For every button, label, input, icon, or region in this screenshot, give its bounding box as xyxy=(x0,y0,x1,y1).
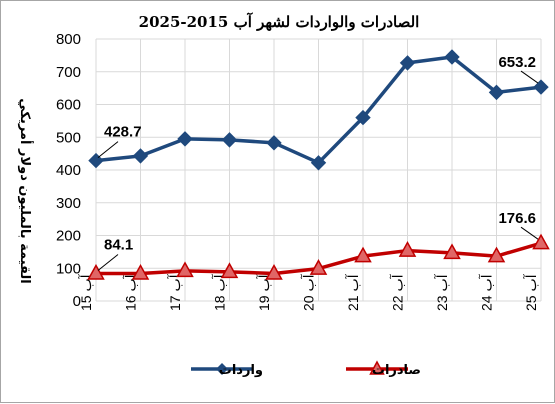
data-point xyxy=(87,263,105,280)
x-tick-label: آب 19 xyxy=(255,273,272,311)
data-point xyxy=(443,243,461,260)
x-tick-label: آب 24 xyxy=(478,273,495,311)
data-point xyxy=(487,246,506,263)
data-point xyxy=(309,259,328,275)
data-point xyxy=(399,55,416,71)
y-tick-label: 0 xyxy=(73,293,81,310)
data-point xyxy=(398,241,417,257)
data-labels: 428.7 653.2 84.1 176.6 xyxy=(97,54,539,271)
data-point xyxy=(131,263,150,280)
data-point xyxy=(444,49,460,65)
x-tick-label: آب 18 xyxy=(211,273,228,311)
data-point xyxy=(354,246,372,263)
leader-line xyxy=(97,254,119,271)
data-point xyxy=(355,109,371,126)
x-tick-label: آب 25 xyxy=(522,273,539,311)
data-label: 84.1 xyxy=(104,236,133,253)
legend-label: صادرات xyxy=(372,363,421,378)
data-point xyxy=(533,79,549,95)
legend-marker xyxy=(216,363,228,375)
y-tick-label: 300 xyxy=(56,195,81,212)
series-imports xyxy=(88,49,549,171)
y-tick-label: 200 xyxy=(56,228,81,245)
data-label: 176.6 xyxy=(498,210,536,227)
legend-item: صادرات xyxy=(346,360,421,378)
x-tick-label: آب 17 xyxy=(166,273,183,311)
data-point xyxy=(220,262,239,279)
legend-item: واردات xyxy=(191,363,263,378)
data-label: 428.7 xyxy=(104,124,142,141)
y-tick-label: 700 xyxy=(56,64,81,81)
data-point xyxy=(532,233,550,250)
data-point xyxy=(132,148,149,164)
y-tick-label: 400 xyxy=(56,162,81,179)
x-tick-label: آب 16 xyxy=(122,273,139,311)
leader-line xyxy=(520,226,539,240)
leader-line xyxy=(97,141,119,158)
data-point xyxy=(488,84,505,101)
data-point xyxy=(265,263,283,280)
legend-label: واردات xyxy=(219,363,263,378)
y-tick-label: 800 xyxy=(56,31,81,48)
data-label: 653.2 xyxy=(498,54,536,71)
x-tick-label: آب 20 xyxy=(300,273,317,311)
y-tick-labels: 0 100 200 300 400 500 600 700 800 xyxy=(56,31,81,310)
x-tick-label: آب 21 xyxy=(344,273,361,311)
y-tick-label: 600 xyxy=(56,97,81,114)
y-axis-label: القيمة بالمليون دولار أمريكي xyxy=(17,98,34,284)
y-tick-label: 100 xyxy=(56,260,81,277)
data-point xyxy=(88,152,104,169)
x-tick-label: آب 15 xyxy=(77,273,94,311)
series-group xyxy=(87,49,550,280)
data-point xyxy=(266,135,282,151)
series-exports xyxy=(87,233,550,280)
data-point xyxy=(310,155,327,171)
data-point xyxy=(177,131,193,147)
legend-marker xyxy=(369,360,385,375)
data-point xyxy=(176,261,194,278)
x-tick-label: آب 23 xyxy=(433,273,450,311)
data-point xyxy=(221,132,238,148)
x-tick-labels: آب 15 آب 16 آب 17 آب 18 آب 19 آب 20 آب 21 آب 22… xyxy=(77,273,539,311)
legend: واردات صادرات xyxy=(191,360,421,378)
leader-line xyxy=(520,70,539,84)
y-tick-label: 500 xyxy=(56,129,81,146)
chart-title: الصادرات والواردات لشهر آب 2015-2025 xyxy=(139,12,420,31)
x-tick-label: آب 22 xyxy=(389,273,406,311)
